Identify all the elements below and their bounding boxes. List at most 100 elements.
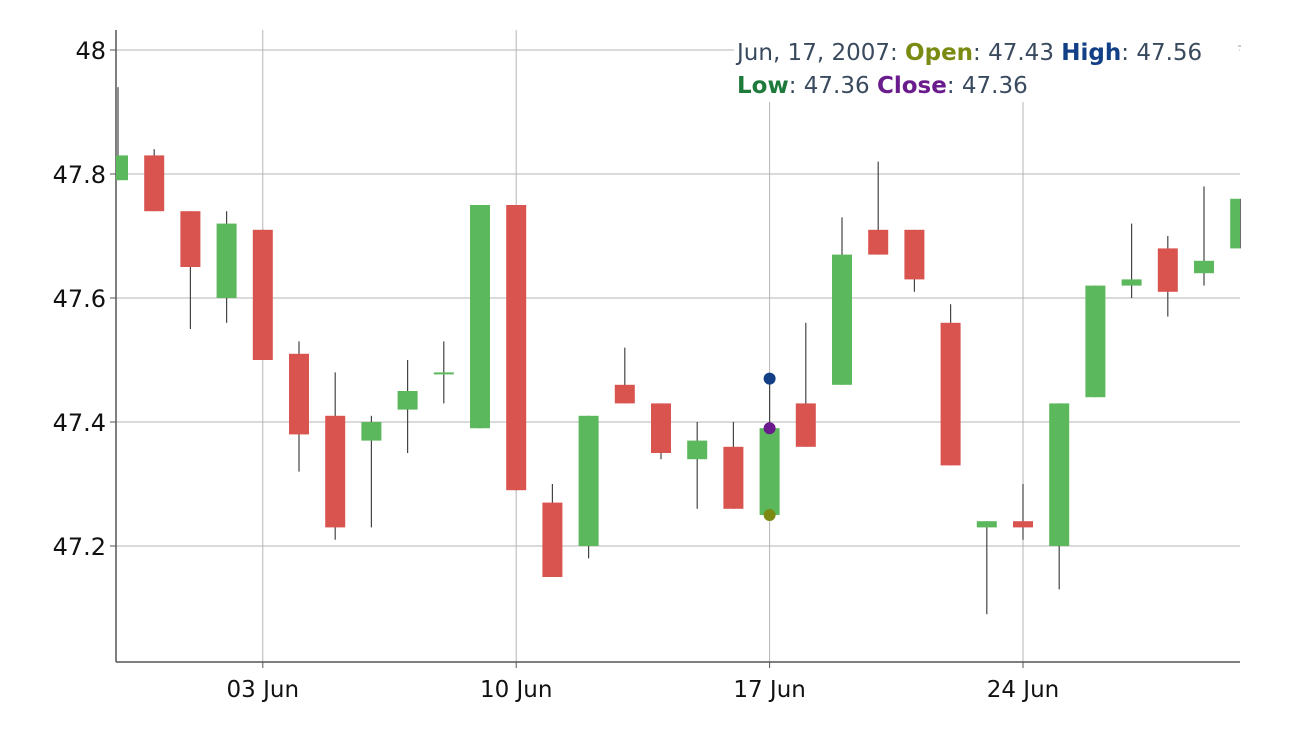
candle-body [868, 229, 889, 255]
candle-body [289, 353, 309, 435]
tooltip-date: Jun, 17, 2007 [735, 40, 890, 66]
candle-up [216, 211, 237, 323]
tooltip-gap [1054, 40, 1061, 66]
candle-down [1013, 484, 1033, 540]
candle-body [940, 322, 961, 466]
candle-up [1230, 198, 1241, 249]
candle-down [252, 229, 273, 360]
tooltip-close-label: Close [877, 73, 947, 99]
tooltip-low-label: Low [737, 73, 789, 99]
candle-body [144, 155, 165, 212]
close-marker [763, 422, 776, 435]
candle-down [180, 211, 201, 329]
candle-up [1121, 223, 1142, 298]
candle-body [723, 446, 744, 509]
candle-up [687, 422, 708, 509]
y-tick-label: 48 [75, 37, 106, 65]
candle-body [397, 391, 418, 410]
candle-body [216, 223, 237, 298]
candle-body [470, 205, 490, 429]
tooltip-line-2: Low: 47.36 Close: 47.36 [737, 73, 1028, 99]
candle-up [397, 360, 418, 453]
y-tick-label: 47.8 [53, 161, 106, 189]
tooltip-sep: : [890, 40, 905, 66]
candle-body [651, 403, 671, 453]
tooltip-line-1: Jun, 17, 2007: Open: 47.43 High: 47.56 [735, 40, 1202, 66]
candle-down [795, 322, 816, 447]
axis-layer: 47.2 47.4 47.6 47.8 48 03 Jun 10 Jun 17 Jun 24 J… [53, 30, 1240, 703]
tooltip-low-value: 47.36 [804, 73, 870, 99]
open-marker [763, 509, 776, 521]
candle-down [325, 372, 346, 540]
candle-body [1013, 521, 1033, 528]
candle-body [1085, 285, 1106, 398]
candle-body [832, 254, 852, 385]
candle-down [651, 403, 671, 460]
candle-body [976, 521, 997, 528]
candle-body [614, 384, 635, 404]
candle-body [361, 422, 382, 441]
candle-body [252, 229, 273, 360]
candle-body [904, 229, 925, 280]
tooltip-open-label: Open [905, 40, 973, 66]
candle-up [1194, 186, 1214, 286]
tooltip-high-value: 47.56 [1136, 40, 1202, 66]
candle-body [433, 372, 454, 375]
tooltip-gap [870, 73, 877, 99]
tooltip-open-value: 47.43 [988, 40, 1054, 66]
candle-body [1230, 198, 1240, 249]
tooltip-sep: : [789, 73, 804, 99]
x-tick-label: 24 Jun [987, 677, 1060, 703]
candle-body [180, 211, 201, 267]
tooltip-sep: : [1121, 40, 1136, 66]
candle-body [1049, 403, 1070, 546]
candle-body [506, 205, 527, 491]
tooltip-sep: : [973, 40, 988, 66]
candle-body [1194, 260, 1214, 274]
tooltip-sep: : [947, 73, 962, 99]
candle-up [1085, 285, 1106, 398]
candle-body [542, 502, 563, 577]
high-marker [763, 372, 776, 385]
candle-body [687, 440, 708, 460]
candle-down [723, 422, 744, 509]
candle-up [361, 415, 382, 528]
candle-up [976, 521, 997, 615]
tooltip-background [734, 30, 1239, 102]
candle-up [759, 378, 780, 515]
candle-down [940, 304, 961, 466]
candle-down [904, 229, 925, 292]
candle-up [470, 205, 490, 429]
candle-body [578, 415, 599, 546]
candle-up [433, 341, 454, 404]
candle-body [759, 428, 780, 515]
candle-body [1121, 279, 1142, 286]
candle-down [868, 161, 889, 255]
candle-body [795, 403, 816, 447]
y-tick-label: 47.6 [53, 285, 106, 313]
tooltip-close-value: 47.36 [962, 73, 1028, 99]
candle-up [116, 87, 128, 181]
candle-down [1157, 236, 1178, 317]
candle-up [1049, 403, 1070, 590]
candle-layer [116, 87, 1241, 615]
marker-layer [763, 372, 776, 521]
candle-body [116, 155, 128, 181]
tooltip-high-label: High [1061, 40, 1121, 66]
candle-up [832, 217, 852, 385]
candle-down [506, 205, 527, 491]
candle-down [289, 341, 309, 472]
candle-down [542, 484, 563, 577]
grid-layer [116, 30, 1240, 662]
candle-body [325, 415, 346, 528]
x-tick-label: 03 Jun [227, 677, 300, 703]
candle-down [614, 347, 635, 404]
ohlc-tooltip: Jun, 17, 2007: Open: 47.43 High: 47.56 L… [734, 30, 1241, 102]
candle-up [578, 415, 599, 559]
x-tick-label: 17 Jun [733, 677, 806, 703]
y-tick-label: 47.2 [53, 533, 106, 561]
candle-down [144, 149, 165, 212]
y-tick-label: 47.4 [53, 409, 106, 437]
